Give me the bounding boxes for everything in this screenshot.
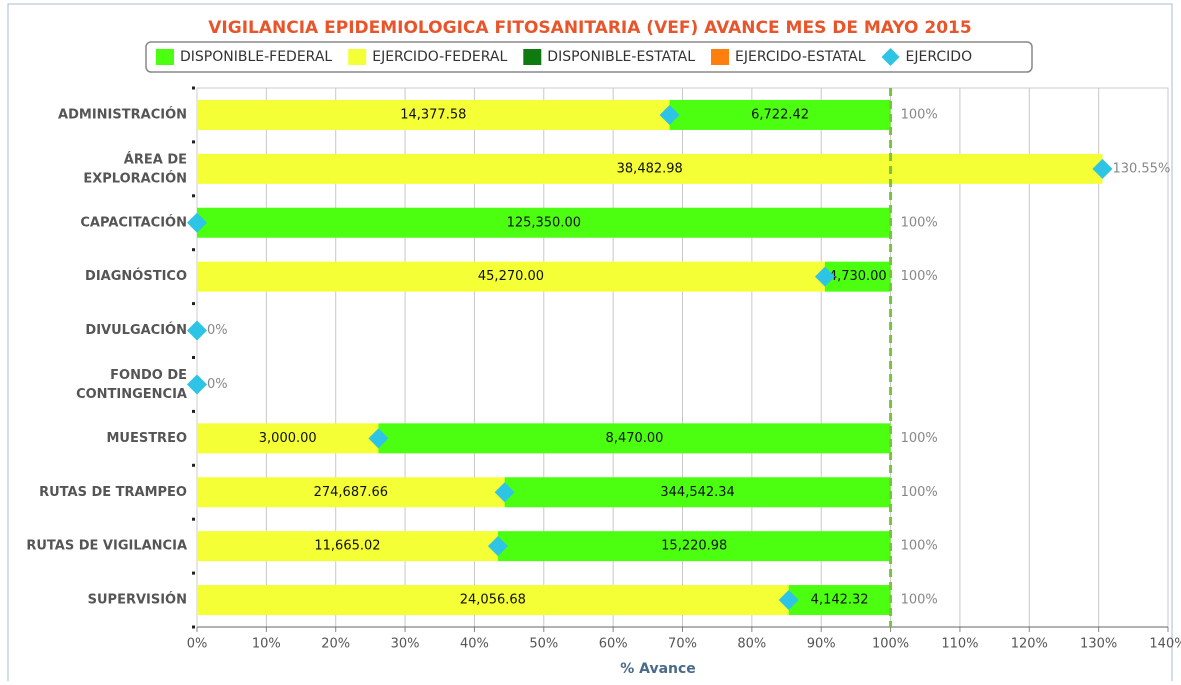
marker bbox=[814, 266, 835, 287]
legend-label: EJERCIDO bbox=[906, 49, 973, 65]
legend-box bbox=[145, 41, 1033, 73]
legend-swatch bbox=[348, 49, 367, 65]
y-tick-label: FONDO DE CONTINGENCIA bbox=[76, 367, 187, 401]
marker bbox=[187, 374, 207, 395]
data-label: 4,142.32 bbox=[811, 593, 869, 608]
y-tick-label: RUTAS DE VIGILANCIA bbox=[26, 539, 187, 554]
marker bbox=[659, 104, 680, 125]
data-label: 11,665.02 bbox=[314, 539, 380, 554]
data-label: 14,377.58 bbox=[400, 107, 466, 122]
legend-swatch bbox=[523, 49, 542, 65]
total-label: 100% bbox=[901, 269, 938, 284]
chart-title: VIGILANCIA EPIDEMIOLOGICA FITOSANITARIA … bbox=[208, 18, 971, 38]
data-label: 3,000.00 bbox=[259, 431, 317, 446]
bar-segment bbox=[497, 531, 891, 562]
marker bbox=[187, 320, 207, 341]
bar-segment bbox=[197, 99, 670, 130]
x-tick-label: 0% bbox=[187, 637, 208, 652]
legend-label: DISPONIBLE-ESTATAL bbox=[547, 49, 695, 65]
x-tick-label: 50% bbox=[529, 637, 558, 652]
bar-segment bbox=[197, 207, 891, 238]
x-tick-label: 70% bbox=[668, 637, 697, 652]
total-label: 100% bbox=[901, 431, 938, 446]
bar-segment bbox=[197, 261, 825, 292]
x-tick-label: 130% bbox=[1080, 637, 1117, 652]
legend-swatch bbox=[881, 48, 900, 66]
x-tick-label: 10% bbox=[252, 637, 281, 652]
legend-swatch bbox=[156, 49, 174, 65]
x-tick-label: 100% bbox=[872, 637, 909, 652]
data-label: 6,722.42 bbox=[751, 107, 809, 122]
total-label: 100% bbox=[901, 215, 938, 230]
data-label: 45,270.00 bbox=[478, 269, 544, 284]
x-tick-label: 60% bbox=[599, 637, 628, 652]
x-tick-label: 140% bbox=[1149, 637, 1181, 652]
y-tick-label: SUPERVISIÓN bbox=[88, 592, 187, 608]
x-tick-label: 110% bbox=[941, 637, 978, 652]
data-label: 344,542.34 bbox=[660, 485, 734, 500]
data-label: 8,470.00 bbox=[606, 431, 664, 446]
total-label: 100% bbox=[901, 485, 938, 500]
total-label: 100% bbox=[901, 107, 938, 122]
bar-segment bbox=[197, 531, 498, 562]
marker bbox=[778, 590, 799, 611]
y-tick-label: ADMINISTRACIÓN bbox=[58, 106, 187, 122]
marker bbox=[494, 482, 515, 503]
bar-segment bbox=[197, 423, 379, 454]
data-label: 15,220.98 bbox=[661, 539, 727, 554]
x-tick-label: 30% bbox=[391, 637, 420, 652]
data-label: 24,056.68 bbox=[460, 593, 526, 608]
data-label: 274,687.66 bbox=[314, 485, 388, 500]
bar-segment bbox=[197, 585, 789, 616]
x-tick-label: 80% bbox=[737, 637, 766, 652]
bar-segment bbox=[197, 477, 505, 508]
x-tick-label: 120% bbox=[1011, 637, 1048, 652]
bar-segment bbox=[197, 153, 1103, 184]
data-label: 38,482.98 bbox=[617, 161, 683, 176]
total-label: 0% bbox=[207, 377, 228, 392]
bar-segment bbox=[504, 477, 891, 508]
legend-swatch bbox=[711, 49, 729, 65]
total-label: 0% bbox=[207, 323, 228, 338]
y-tick-label: DIAGNÓSTICO bbox=[85, 268, 187, 284]
y-tick-label: RUTAS DE TRAMPEO bbox=[39, 485, 187, 500]
bar-segment bbox=[378, 423, 891, 454]
bar-segment bbox=[669, 99, 891, 130]
marker bbox=[1092, 158, 1113, 179]
bar-segment bbox=[788, 585, 891, 616]
total-label: 130.55% bbox=[1112, 161, 1170, 176]
marker bbox=[487, 536, 508, 557]
x-tick-label: 40% bbox=[460, 637, 489, 652]
y-tick-label: DIVULGACIÓN bbox=[85, 322, 187, 338]
total-label: 100% bbox=[901, 539, 938, 554]
legend-label: EJERCIDO-ESTATAL bbox=[735, 49, 866, 65]
marker bbox=[368, 428, 389, 449]
x-tick-label: 20% bbox=[321, 637, 350, 652]
legend-label: EJERCIDO-FEDERAL bbox=[372, 49, 507, 65]
marker bbox=[187, 212, 207, 233]
legend-label: DISPONIBLE-FEDERAL bbox=[180, 49, 332, 65]
x-axis-title: % Avance bbox=[620, 661, 696, 677]
x-tick-label: 90% bbox=[807, 637, 836, 652]
total-label: 100% bbox=[901, 593, 938, 608]
y-tick-label: ÁREA DE EXPLORACIÓN bbox=[83, 151, 187, 186]
y-tick-label: MUESTREO bbox=[106, 431, 187, 446]
data-label: 125,350.00 bbox=[507, 215, 581, 230]
data-label: 4,730.00 bbox=[829, 269, 887, 284]
bar-segment bbox=[824, 261, 891, 292]
y-tick-label: CAPACITACIÓN bbox=[80, 214, 187, 230]
